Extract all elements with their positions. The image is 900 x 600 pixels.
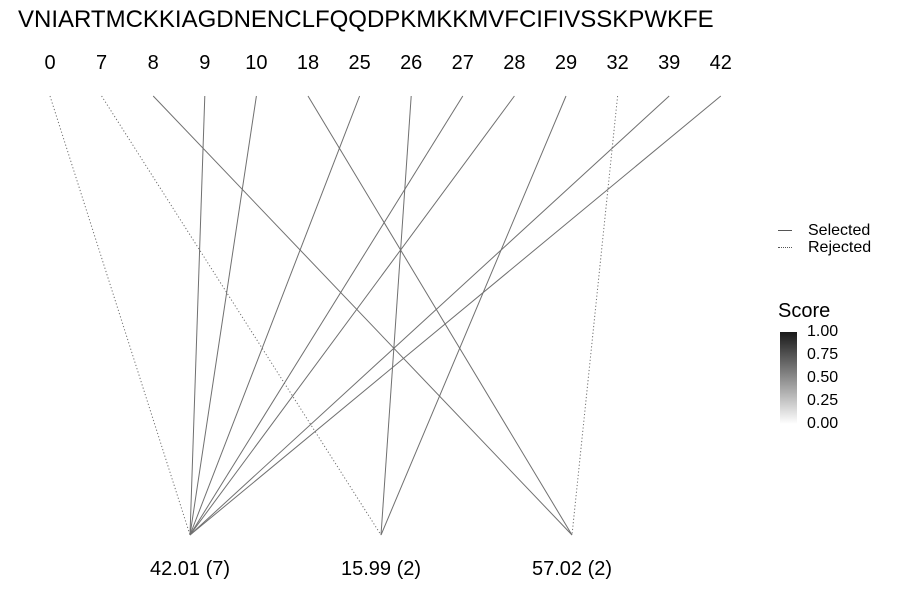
score-tick-label: 1.00 xyxy=(807,323,839,340)
legend-selected: Selected xyxy=(778,222,871,239)
score-tick-label: 0.75 xyxy=(807,346,839,363)
group-label: 15.99 (2) xyxy=(340,558,422,580)
position-label: 32 xyxy=(606,52,629,74)
line-type-legend: Selected Rejected xyxy=(778,222,871,256)
sequence-title: VNIARTMCKKIAGDNENCLFQQDPKMKKMVFCIFIVSSKP… xyxy=(18,6,714,33)
dotted-line-swatch xyxy=(778,247,792,248)
group-label: 57.02 (2) xyxy=(531,558,613,580)
score-tick-label: 0.50 xyxy=(807,369,839,386)
rejected-connection-line xyxy=(49,95,191,536)
selected-connection-line xyxy=(152,95,573,536)
group-label: 42.01 (7) xyxy=(149,558,231,580)
selected-connection-line xyxy=(380,95,412,536)
position-label: 10 xyxy=(245,52,268,74)
legend-rejected-label: Rejected xyxy=(808,239,872,256)
selected-connection-line xyxy=(189,95,722,536)
selected-connection-line xyxy=(189,95,206,536)
position-label: 18 xyxy=(296,52,320,74)
position-label: 29 xyxy=(554,52,578,74)
position-label: 0 xyxy=(44,52,56,74)
rejected-connection-line xyxy=(571,95,619,536)
score-legend-title: Score xyxy=(778,300,831,322)
solid-line-swatch xyxy=(778,230,792,231)
position-label: 42 xyxy=(709,52,732,74)
position-label: 8 xyxy=(147,52,159,74)
legend-selected-label: Selected xyxy=(808,222,871,239)
selected-connection-line xyxy=(307,95,573,536)
score-gradient-bar xyxy=(780,332,797,424)
position-label: 39 xyxy=(658,52,681,74)
position-label: 25 xyxy=(348,52,371,74)
selected-connection-line xyxy=(189,95,515,536)
position-label: 9 xyxy=(199,52,211,74)
position-label: 26 xyxy=(400,52,423,74)
score-legend: Score 1.00 0.75 0.50 0.25 0.00 xyxy=(778,300,838,432)
selected-connection-line xyxy=(189,95,257,536)
position-label: 27 xyxy=(451,52,474,74)
position-label: 28 xyxy=(503,52,526,74)
score-tick-label: 0.00 xyxy=(807,415,839,432)
position-label: 7 xyxy=(96,52,108,74)
rejected-connection-line xyxy=(101,95,382,536)
selected-connection-line xyxy=(189,95,670,536)
score-tick-label: 0.25 xyxy=(807,392,839,409)
selected-connection-line xyxy=(189,95,464,536)
selected-connection-line xyxy=(189,95,361,536)
selected-connection-line xyxy=(380,95,567,536)
legend-rejected: Rejected xyxy=(778,239,871,256)
